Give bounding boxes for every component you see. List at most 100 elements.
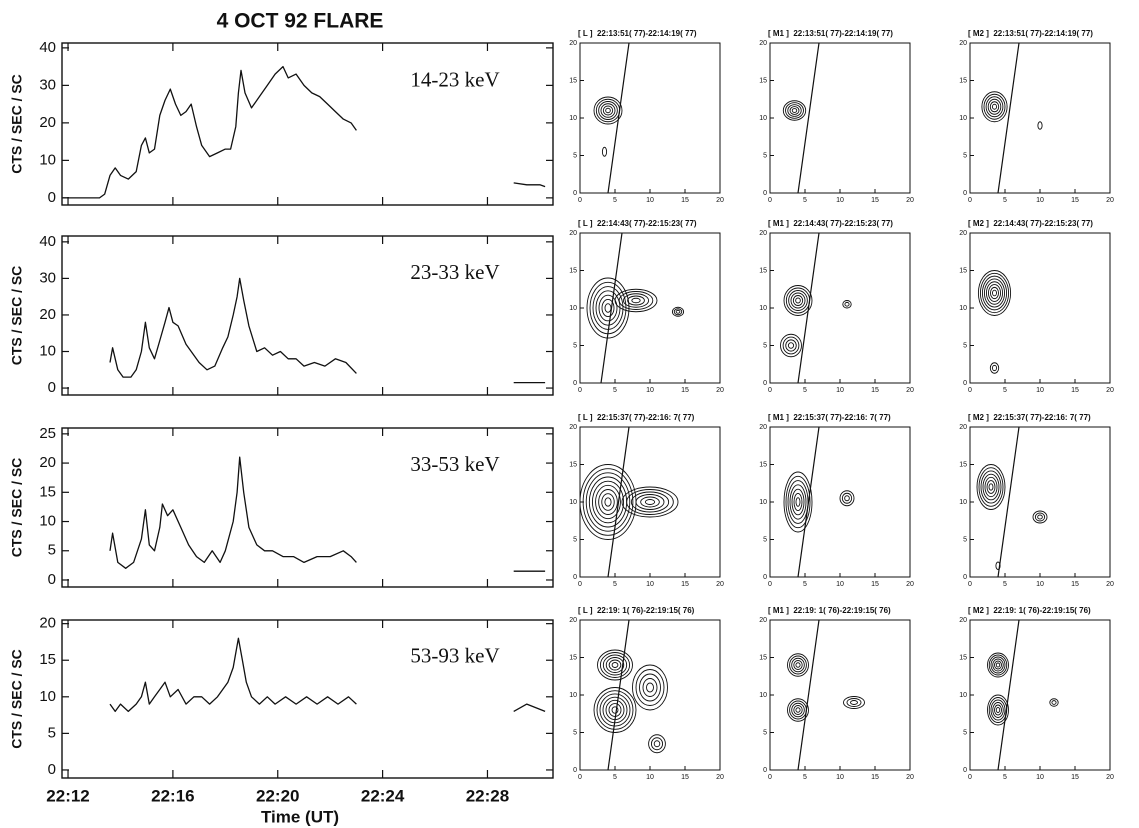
contour-level [1038,122,1042,130]
contour-level [796,708,800,713]
contour-level [596,99,619,122]
x-tick-label: 5 [1003,581,1007,588]
contour-source [615,289,657,312]
x-tick-label: 22:12 [46,786,89,805]
y-tick-label: 10 [959,115,967,122]
x-tick-label: 15 [871,197,879,204]
y-tick-label: 5 [963,536,967,543]
energy-band-label: 53-93 keV [410,644,499,668]
contour-level [793,296,802,306]
contour-source [580,465,636,540]
y-tick-label: 30 [39,269,56,286]
map-title: [ M1 ] 22:13:51( 77)-22:14:19( 77) [768,29,893,38]
contour-level [654,741,660,747]
x-tick-label: 0 [968,387,972,394]
limb-line [998,620,1019,770]
y-tick-label: 5 [573,152,577,159]
x-tick-label: 5 [613,387,617,394]
y-tick-label: 10 [959,692,967,699]
contour-source [1050,699,1058,707]
map-title: [ M2 ] 22:14:43( 77)-22:15:23( 77) [968,219,1093,228]
x-tick-label: 10 [836,581,844,588]
contour-source [1033,511,1047,523]
y-tick-label: 10 [39,688,56,705]
map-frame [580,233,720,383]
y-axis-label: CTS / SEC / SC [9,266,25,366]
energy-band-label: 23-33 keV [410,260,499,284]
y-tick-label: 15 [959,77,967,84]
contour-level [788,481,808,524]
y-tick-label: 5 [48,542,56,559]
x-tick-label: 20 [1106,774,1114,781]
contour-source [988,653,1009,677]
y-tick-label: 40 [39,39,56,56]
y-tick-label: 20 [959,424,967,431]
map-frame [770,427,910,577]
figure: 4 OCT 92 FLARE 01020304014-23 keVCTS / S… [0,0,1139,828]
x-tick-label: 5 [613,197,617,204]
x-tick-label: 20 [716,387,724,394]
y-tick-label: 5 [963,729,967,736]
contour-level [788,343,793,349]
y-tick-label: 20 [39,615,56,632]
contour-level [598,650,633,680]
y-tick-label: 15 [959,461,967,468]
contour-level [647,683,654,692]
contour-level [789,291,808,311]
y-tick-label: 40 [39,233,56,250]
contour-level [593,287,623,330]
contour-level [847,699,861,707]
contour-level [781,334,802,357]
y-tick-label: 20 [569,424,577,431]
contour-level [1038,515,1043,519]
map-title: [ L ] 22:14:43( 77)-22:15:23( 77) [578,219,697,228]
y-tick-label: 20 [759,617,767,624]
y-tick-label: 10 [39,151,56,168]
x-tick-label: 20 [1106,387,1114,394]
y-tick-label: 15 [39,651,56,668]
contour-source [594,688,636,733]
x-tick-label: 20 [906,387,914,394]
contour-level [603,106,612,115]
contour-level [609,704,621,717]
y-tick-label: 0 [573,190,577,197]
y-tick-label: 0 [963,574,967,581]
y-axis-label: CTS / SEC / SC [9,649,25,749]
y-tick-label: 5 [763,729,767,736]
contour-level [786,340,797,351]
contour-level [978,271,1010,316]
contour-level [606,108,611,113]
contour-level [651,738,662,750]
map-title: [ M1 ] 22:15:37( 77)-22:16: 7( 77) [768,413,891,422]
map-title: [ L ] 22:19: 1( 76)-22:19:15( 76) [578,606,695,615]
y-tick-label: 0 [763,190,767,197]
y-axis-label: CTS / SEC / SC [9,458,25,558]
x-tick-label: 0 [578,581,582,588]
x-tick-label: 5 [803,387,807,394]
x-tick-label: 20 [1106,197,1114,204]
contour-level [796,298,801,303]
contour-source [840,491,854,506]
energy-band-label: 14-23 keV [410,68,499,92]
x-tick-label: 15 [1071,197,1079,204]
contour-level [992,104,996,109]
y-tick-label: 20 [569,40,577,47]
y-tick-label: 5 [763,342,767,349]
y-tick-label: 10 [39,512,56,529]
y-tick-label: 0 [963,190,967,197]
contour-level [609,660,621,670]
y-tick-label: 15 [39,483,56,500]
contour-level [645,500,654,505]
contour-level [674,309,681,315]
contour-level [992,290,996,296]
y-tick-label: 10 [759,305,767,312]
map-frame [580,620,720,770]
y-tick-label: 10 [759,115,767,122]
x-tick-label: 15 [871,387,879,394]
y-tick-label: 5 [48,724,56,741]
contour-level [632,298,640,303]
x-tick-label: 5 [613,774,617,781]
contour-source [783,101,805,121]
x-tick-label: 0 [968,197,972,204]
contour-level [786,288,809,313]
